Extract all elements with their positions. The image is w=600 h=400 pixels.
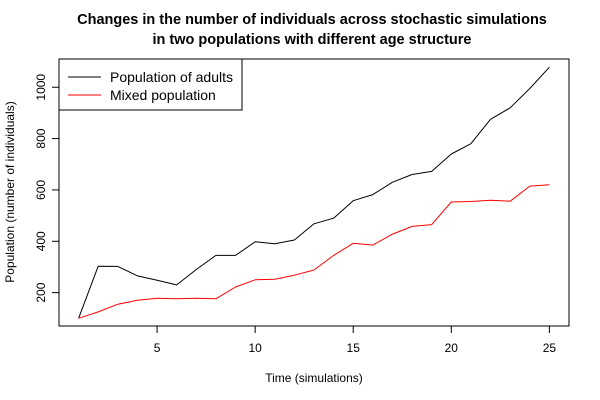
y-tick-label: 200 <box>34 282 48 302</box>
y-tick-label: 1000 <box>34 74 48 101</box>
x-tick-label: 25 <box>543 341 557 355</box>
series-line-mixed <box>78 184 550 319</box>
legend-box <box>58 58 243 111</box>
x-tick-label: 10 <box>248 341 262 355</box>
y-tick-label: 400 <box>34 231 48 251</box>
y-axis-label: Population (number of individuals) <box>3 101 17 282</box>
x-axis: 5 10 15 20 25 <box>154 326 557 355</box>
y-tick-label: 800 <box>34 128 48 148</box>
y-tick-label: 600 <box>34 180 48 200</box>
legend-label-mixed: Mixed population <box>110 87 216 103</box>
y-axis: 200 400 600 800 1000 <box>34 74 59 303</box>
series-layer <box>78 66 550 319</box>
x-tick-label: 20 <box>445 341 459 355</box>
legend-label-adults: Population of adults <box>110 69 233 85</box>
chart-subtitle: in two populations with different age st… <box>152 32 471 48</box>
x-tick-label: 5 <box>154 341 161 355</box>
legend: Population of adults Mixed population <box>58 58 243 111</box>
x-axis-label: Time (simulations) <box>265 371 363 385</box>
series-line-adults <box>78 66 550 319</box>
x-tick-label: 15 <box>347 341 361 355</box>
chart-title: Changes in the number of individuals acr… <box>77 12 547 28</box>
plot-frame <box>58 58 570 327</box>
